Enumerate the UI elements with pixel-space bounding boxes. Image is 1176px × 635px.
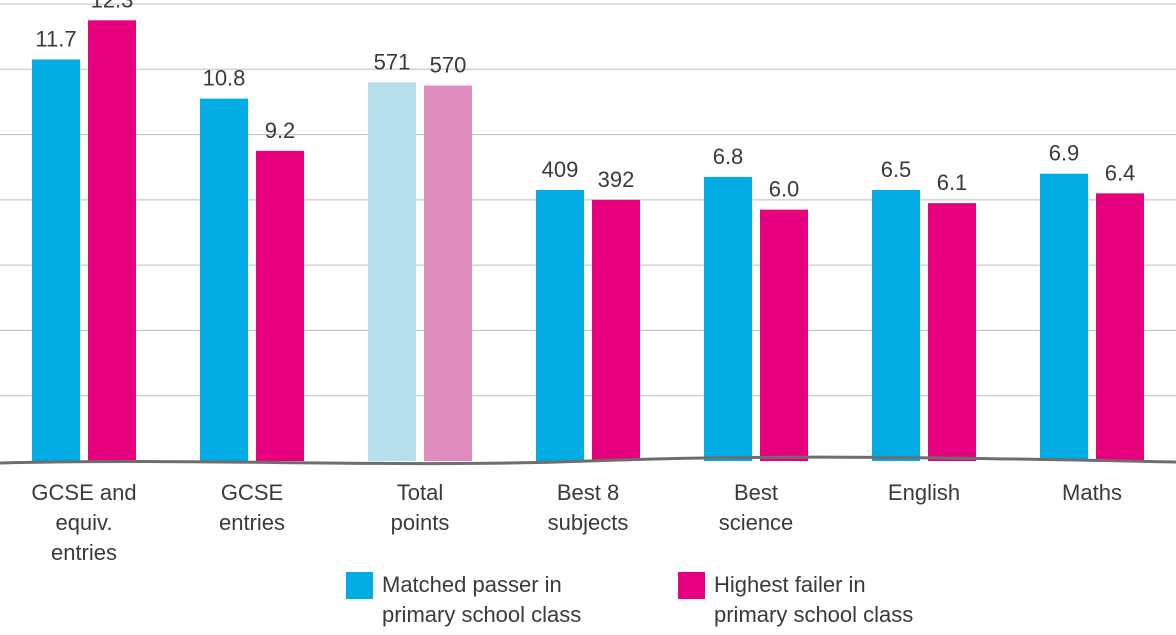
data-label: 392 (598, 167, 635, 192)
x-tick-label: GCSE and equiv. entries (31, 480, 136, 565)
bar-highest-failer (592, 199, 640, 461)
bar-matched-passer (32, 59, 80, 461)
bar-matched-passer (200, 98, 248, 462)
x-axis-baseline (0, 455, 1176, 466)
gridlines (0, 3, 1176, 397)
data-label: 6.4 (1105, 160, 1136, 185)
data-label: 6.5 (881, 157, 912, 182)
data-label: 11.7 (35, 26, 76, 51)
legend-swatch (678, 572, 705, 599)
bar-highest-failer (88, 20, 136, 461)
bar-highest-failer (928, 203, 976, 461)
legend-item-highest-failer: Highest failer in primary school class (678, 570, 913, 630)
bar-matched-passer (704, 177, 752, 461)
bar-matched-passer (872, 190, 920, 462)
legend-label: Highest failer in primary school class (714, 572, 914, 627)
x-tick-label: Best science (719, 480, 794, 535)
data-label: 6.9 (1049, 141, 1080, 166)
data-label: 9.2 (265, 118, 296, 143)
bar-chart: 11.7 12.3 10.8 9.2 571 570 409 392 6.8 6.0 6.5 6.1 6… (0, 0, 1176, 565)
bar-highest-failer (1096, 193, 1144, 462)
data-label: 571 (374, 49, 411, 74)
x-tick-label: GCSE entries (219, 480, 285, 535)
bar-matched-passer (368, 82, 416, 461)
x-tick-label: Maths (1062, 480, 1122, 505)
data-label: 6.1 (937, 170, 968, 195)
category-labels: GCSE and equiv. entries GCSE entries Total poi… (31, 480, 1122, 565)
bar-highest-failer (760, 209, 808, 461)
x-tick-label: Total points (391, 480, 450, 535)
bar-highest-failer (256, 150, 304, 461)
data-label: 570 (430, 53, 467, 78)
bar-matched-passer (1040, 173, 1088, 461)
data-label: 12.3 (91, 0, 134, 12)
bars (32, 20, 1144, 462)
data-label: 10.8 (203, 66, 246, 91)
data-label: 409 (542, 157, 579, 182)
value-labels: 11.7 12.3 10.8 9.2 571 570 409 392 6.8 6.0 6.5 6.1 6… (35, 0, 1135, 202)
data-label: 6.0 (769, 177, 800, 202)
x-tick-label: Best 8 subjects (548, 480, 629, 535)
x-tick-label: English (888, 480, 960, 505)
legend-label: Matched passer in primary school class (382, 572, 582, 627)
legend-swatch (346, 572, 373, 599)
legend-item-matched-passer: Matched passer in primary school class (346, 570, 581, 630)
bar-matched-passer (536, 190, 584, 462)
bar-highest-failer (424, 85, 472, 461)
data-label: 6.8 (713, 144, 744, 169)
